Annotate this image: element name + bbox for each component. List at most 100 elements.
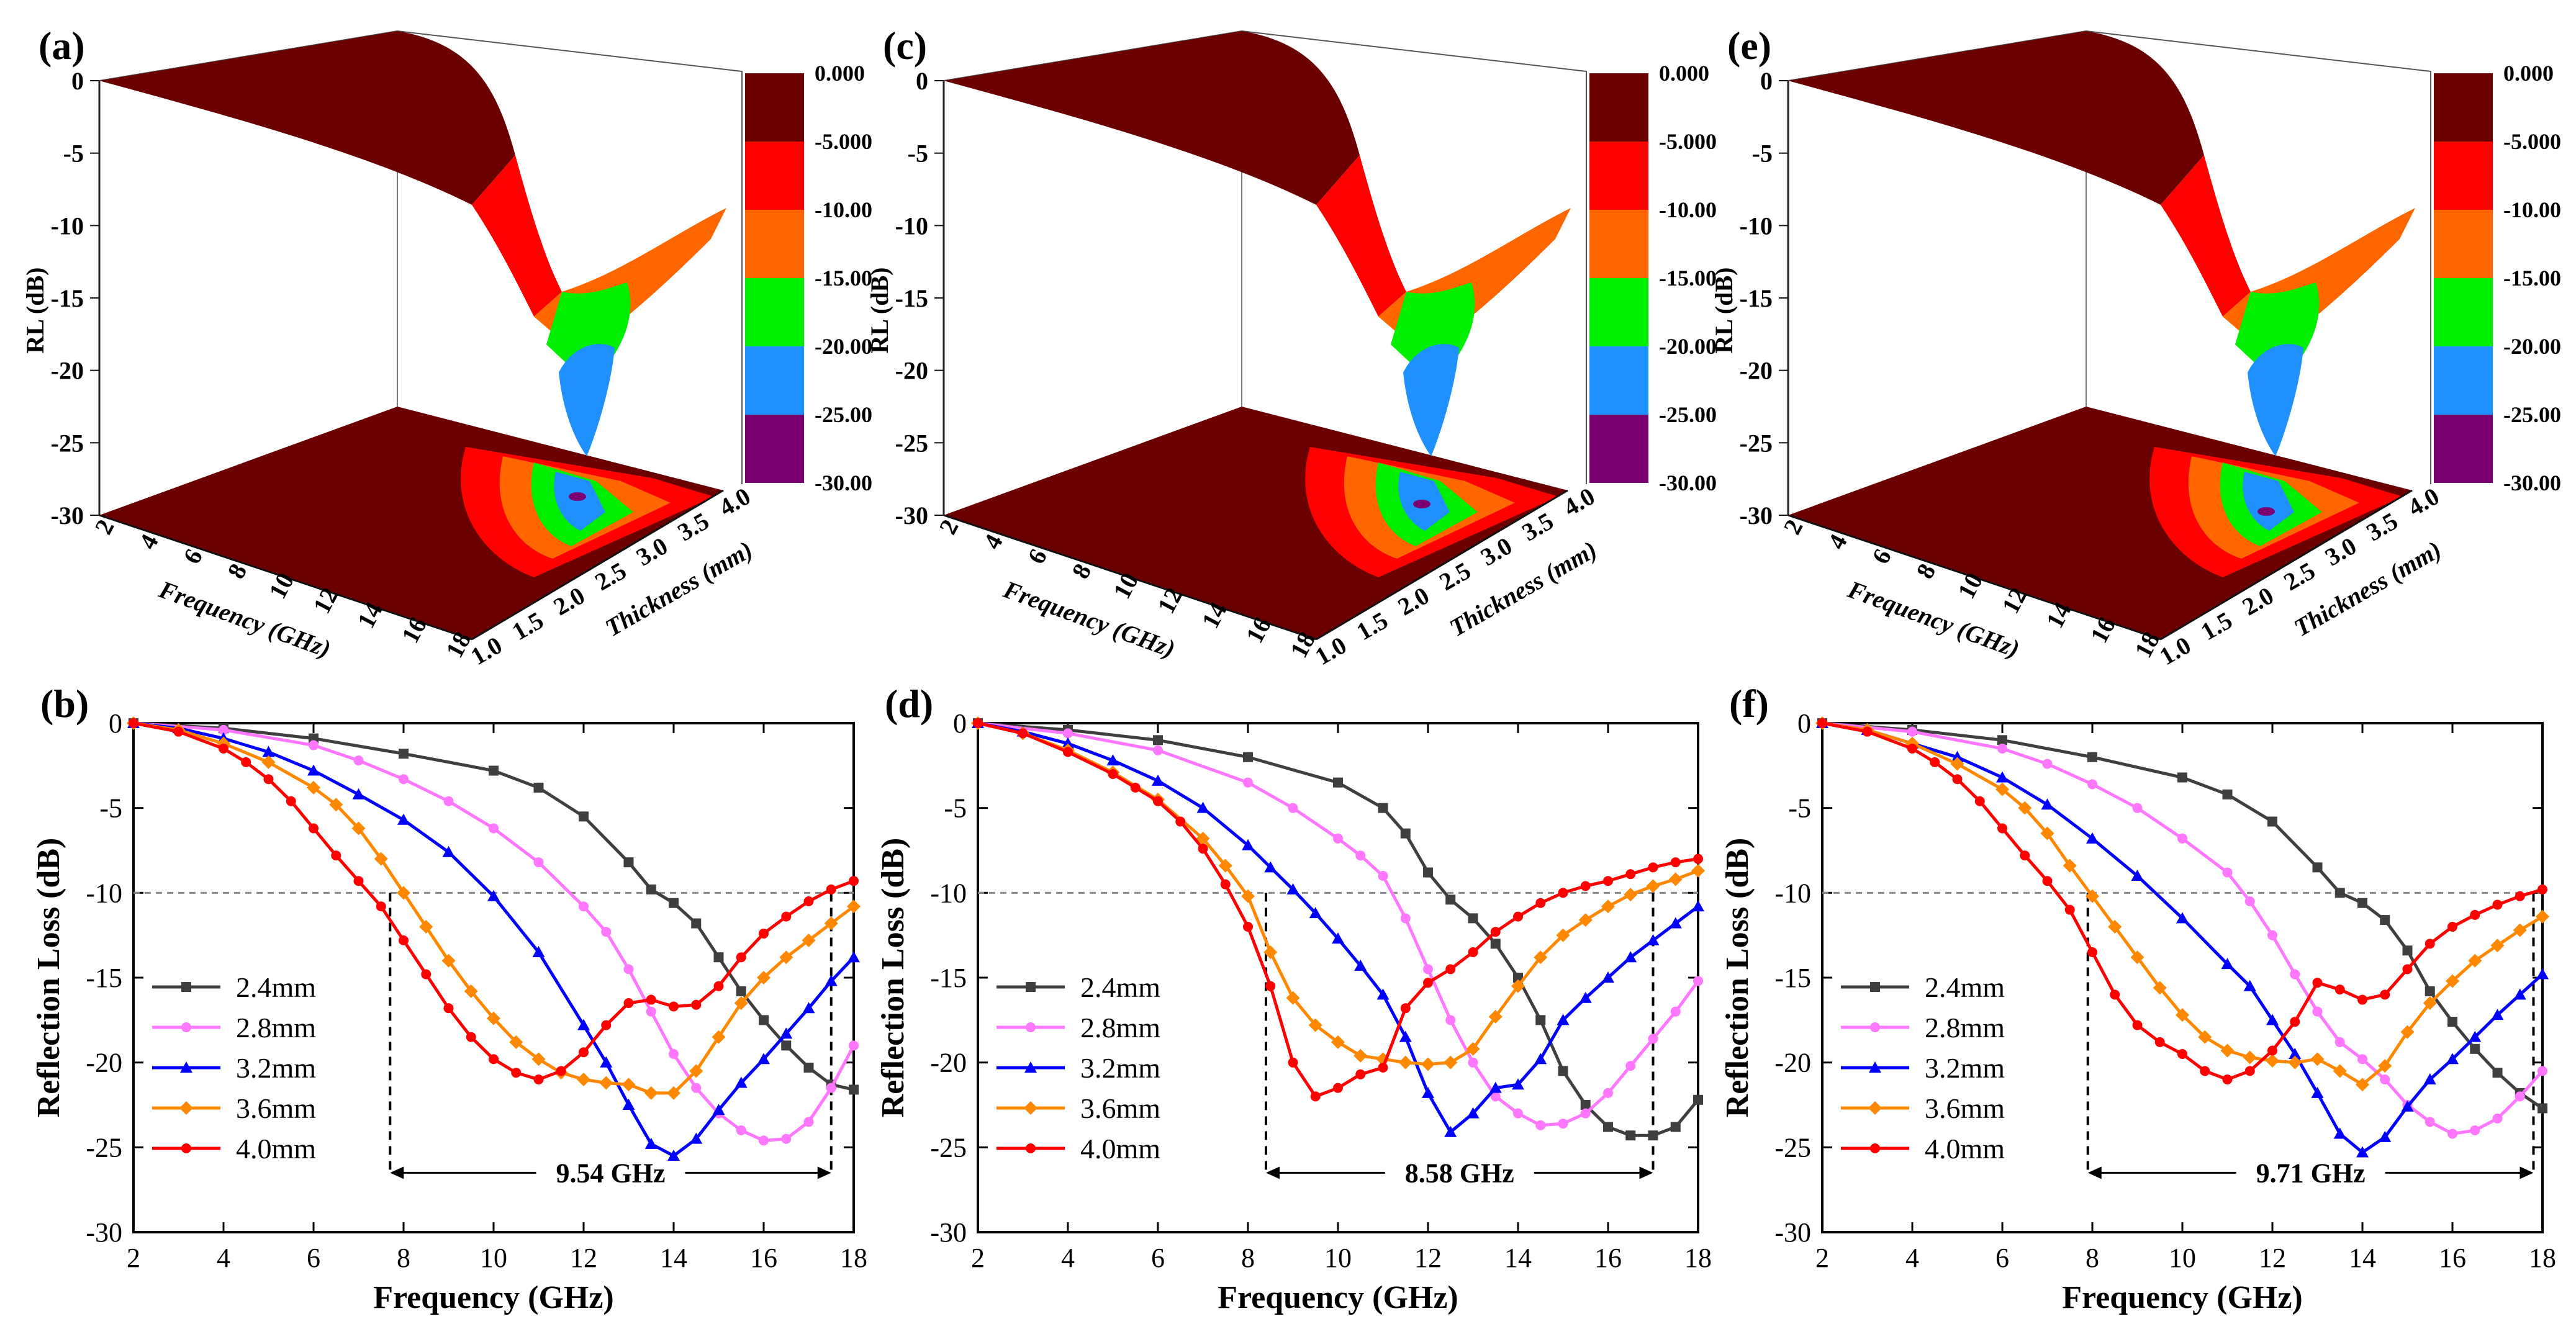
data-point: [734, 1076, 748, 1088]
panel-label: (a): [38, 24, 85, 68]
data-point: [826, 884, 836, 894]
data-point: [667, 1150, 680, 1161]
surface-blue: [1403, 344, 1459, 456]
x-axis-title: Frequency (GHz): [1218, 1280, 1458, 1315]
data-point: [689, 1064, 703, 1078]
data-point: [2401, 1100, 2414, 1112]
data-point: [1558, 888, 1568, 898]
data-point: [2222, 789, 2233, 800]
data-point: [669, 1001, 679, 1012]
data-point: [1995, 782, 2009, 796]
data-point: [1579, 991, 1592, 1003]
data-point: [1693, 976, 1703, 986]
data-point: [1354, 959, 1367, 971]
series-line: [1822, 721, 2544, 1136]
data-point: [443, 1003, 454, 1014]
data-point: [759, 1135, 769, 1146]
z-tick-label: -10: [1740, 212, 1773, 240]
data-point: [181, 1143, 191, 1153]
x-tick-label: 18: [1684, 1243, 1712, 1273]
data-point: [2356, 1078, 2369, 1092]
series-line: [977, 721, 1700, 1127]
z-tick-label: -25: [1740, 429, 1773, 457]
data-point: [1490, 927, 1501, 937]
data-point: [2040, 826, 2054, 840]
data-point: [1534, 1053, 1547, 1065]
x-tick-label: 2: [971, 1243, 985, 1273]
color-scale-label: -15.00: [815, 266, 872, 291]
data-point: [646, 1006, 656, 1017]
data-point: [1907, 744, 1917, 754]
surface-red: [472, 155, 562, 317]
data-point: [1108, 769, 1118, 779]
data-point: [691, 999, 702, 1010]
z-tick-label: -25: [51, 429, 84, 457]
data-point: [1288, 803, 1298, 813]
y-tick-label: -20: [86, 1048, 122, 1078]
data-point: [353, 755, 364, 766]
data-point: [2154, 1037, 2165, 1047]
bandwidth-arrow-right: [2520, 1166, 2534, 1179]
data-point: [1400, 828, 1411, 839]
data-point: [511, 1068, 522, 1078]
data-point: [2356, 1146, 2369, 1158]
data-point: [1378, 1062, 1388, 1073]
legend-label: 3.6mm: [1925, 1092, 2005, 1124]
color-scale-swatch: [745, 415, 804, 483]
data-point: [173, 726, 184, 737]
data-point: [509, 1035, 523, 1049]
data-point: [1997, 735, 2007, 746]
y-tick-label: -10: [1774, 878, 1811, 908]
legend-label: 4.0mm: [1925, 1133, 2005, 1165]
data-point: [1026, 1022, 1036, 1032]
data-point: [2469, 1030, 2482, 1042]
color-scale-swatch: [745, 73, 804, 142]
y-tick-label: -25: [86, 1132, 122, 1163]
data-point: [262, 746, 275, 757]
thickness-tick-label: 4.0: [1558, 482, 1599, 521]
color-scale-label: 0.000: [815, 61, 865, 86]
y-tick-label: 0: [1797, 708, 1811, 739]
frequency-axis-title: Frequency (GHz): [155, 575, 335, 663]
data-point: [802, 1002, 815, 1014]
data-point: [2130, 950, 2144, 965]
data-point: [2333, 1064, 2347, 1078]
data-point: [129, 718, 138, 728]
data-point: [351, 821, 366, 836]
data-point: [2447, 1017, 2457, 1027]
bandwidth-label: 9.54 GHz: [556, 1158, 666, 1188]
series-2.4mm: [129, 718, 859, 1095]
data-point: [1647, 934, 1660, 945]
color-scale-swatch: [1589, 415, 1648, 483]
floor-minimum: [1413, 500, 1430, 508]
data-point: [2357, 994, 2367, 1005]
data-point: [2538, 1103, 2547, 1114]
data-point: [1535, 898, 1546, 908]
data-point: [399, 774, 409, 785]
line-chart-d: (d) 2 4 6 8 10 12 14 16 18 0 -5 -10 -15 -20 -25 -30 Frequ…: [875, 682, 1712, 1315]
z-tick-label: -30: [51, 502, 84, 529]
x-tick-label: 16: [2439, 1243, 2466, 1273]
data-point: [2402, 964, 2413, 975]
data-point: [2243, 1050, 2257, 1065]
data-point: [2289, 1048, 2302, 1059]
z-tick-label: 0: [916, 67, 928, 95]
thickness-axis-title: Thickness (mm): [600, 535, 757, 642]
data-point: [1513, 973, 1523, 983]
data-point: [181, 1022, 191, 1032]
panel-label: (e): [1727, 24, 1771, 68]
data-point: [2177, 772, 2187, 783]
series-4.0mm: [129, 718, 859, 1084]
data-point: [1490, 1091, 1501, 1102]
z-tick-label: -10: [51, 212, 84, 240]
z-tick-label: -25: [895, 429, 928, 457]
data-point: [623, 857, 634, 868]
color-scale-swatch: [2434, 142, 2493, 210]
data-point: [1996, 771, 2009, 783]
surface-top: [944, 31, 1360, 205]
z-tick-label: -5: [908, 140, 928, 168]
data-point: [489, 765, 499, 776]
